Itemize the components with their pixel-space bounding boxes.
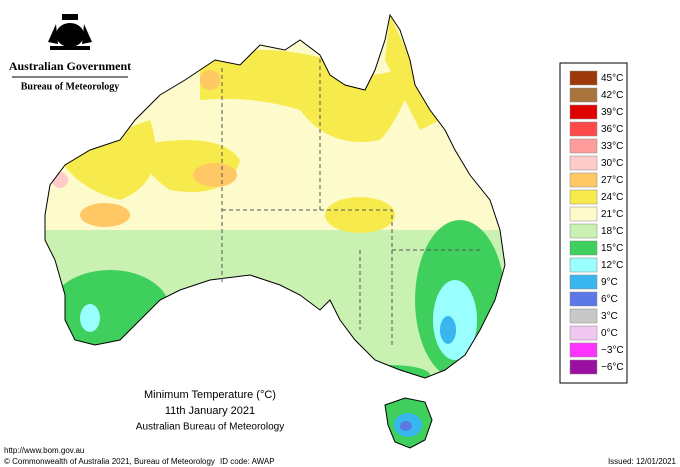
tasmania-coast: [384, 397, 433, 449]
legend-label: 12°C: [601, 260, 623, 271]
coastline: [44, 13, 506, 379]
legend-label: 30°C: [601, 158, 623, 169]
legend-swatch: [569, 121, 598, 137]
footer-issued: Issued: 12/01/2021: [608, 457, 677, 466]
legend-label: 39°C: [601, 107, 623, 118]
legend-label: 21°C: [601, 209, 623, 220]
legend-label: 45°C: [601, 73, 623, 84]
map-title: Minimum Temperature (°C): [144, 389, 276, 401]
legend-swatch: [569, 257, 598, 273]
legend-swatch: [569, 274, 598, 290]
legend-swatch: [569, 359, 598, 375]
legend-swatch: [569, 155, 598, 171]
state-borders: [221, 55, 480, 345]
legend-swatch: [569, 223, 598, 239]
legend-swatch: [569, 291, 598, 307]
legend-label: 27°C: [601, 175, 623, 186]
legend-label: 3°C: [601, 311, 618, 322]
legend-swatch: [569, 308, 598, 324]
government-name: Australian Government: [9, 59, 131, 73]
legend-swatch: [569, 189, 598, 205]
legend-swatch: [569, 240, 598, 256]
legend-label: 9°C: [601, 277, 618, 288]
legend-label: 24°C: [601, 192, 623, 203]
legend-label: 18°C: [601, 226, 623, 237]
map-source: Australian Bureau of Meteorology: [136, 422, 284, 433]
bureau-name: Bureau of Meteorology: [21, 81, 120, 92]
legend-swatch: [569, 104, 598, 120]
legend-swatch: [569, 206, 598, 222]
legend-label: 33°C: [601, 141, 623, 152]
legend-label: −3°C: [601, 345, 624, 356]
legend-swatch: [569, 172, 598, 188]
footer-url: http://www.bom.gov.au: [4, 446, 84, 455]
coat-of-arms: [48, 14, 92, 50]
legend-swatch: [569, 87, 598, 103]
legend-label: −6°C: [601, 362, 624, 373]
legend-label: 42°C: [601, 90, 623, 101]
map-date: 11th January 2021: [165, 405, 255, 417]
footer-id: ID code: AWAP: [220, 457, 275, 466]
legend-swatch: [569, 342, 598, 358]
legend-swatch: [569, 70, 598, 86]
legend-label: 36°C: [601, 124, 623, 135]
legend-label: 6°C: [601, 294, 618, 305]
legend-label: 15°C: [601, 243, 623, 254]
legend: 45°C 42°C 39°C 36°C 33°C 30°C 27°C 24°C 21°C 18°C…: [569, 70, 624, 375]
legend-swatch: [569, 325, 598, 341]
legend-swatch: [569, 138, 598, 154]
legend-label: 0°C: [601, 328, 618, 339]
footer-copyright: © Commonwealth of Australia 2021, Bureau…: [4, 457, 215, 466]
